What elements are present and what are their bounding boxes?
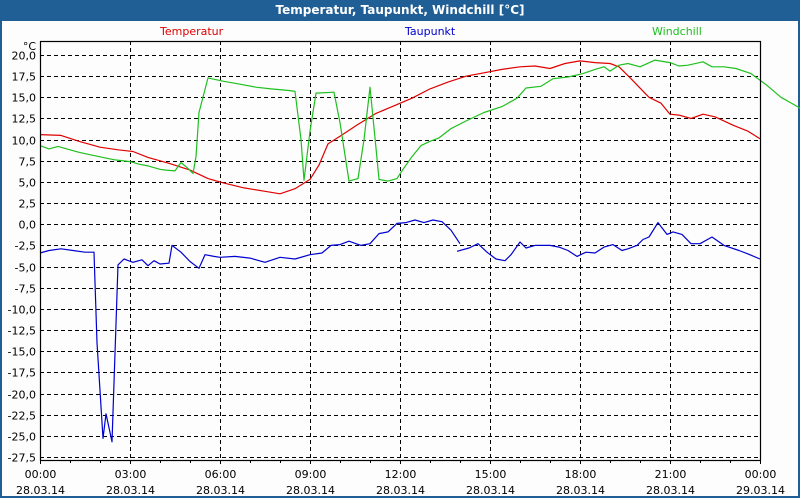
x-tick-date: 28.03.14	[466, 484, 515, 497]
legend-item-temperatur: Temperatur	[160, 25, 224, 38]
x-tick-date: 28.03.14	[196, 484, 245, 497]
y-tick-label: 15,0	[12, 92, 37, 105]
y-tick-label: 5,0	[19, 177, 37, 190]
y-tick-label: -25,0	[8, 431, 36, 444]
y-tick-label: -17,5	[8, 367, 36, 380]
x-tick-date: 28.03.14	[286, 484, 335, 497]
plot-frame	[39, 40, 762, 462]
x-tick-time: 03:00	[115, 468, 147, 481]
y-tick-label: 12,5	[12, 113, 37, 126]
series-temperatur	[39, 60, 761, 195]
x-tick-time: 00:00	[25, 468, 57, 481]
y-tick-label: -10,0	[8, 304, 36, 317]
legend-item-taupunkt: Taupunkt	[405, 25, 456, 38]
x-tick-time: 00:00	[745, 468, 777, 481]
x-tick-time: 21:00	[655, 468, 687, 481]
x-tick-date: 28.03.14	[646, 484, 695, 497]
y-tick-label: 10,0	[12, 135, 37, 148]
y-axis-unit: °C	[23, 40, 37, 53]
y-tick-label: -7,5	[15, 283, 36, 296]
x-tick-time: 06:00	[205, 468, 237, 481]
legend-item-windchill: Windchill	[652, 25, 702, 38]
y-tick-label: -27,5	[8, 452, 36, 465]
series-taupunkt	[39, 219, 461, 443]
x-tick-time: 18:00	[565, 468, 597, 481]
x-tick-time: 09:00	[295, 468, 327, 481]
y-tick-label: 0,0	[19, 219, 37, 232]
x-tick-date: 28.03.14	[556, 484, 605, 497]
x-tick-date: 28.03.14	[16, 484, 65, 497]
x-tick-time: 12:00	[385, 468, 417, 481]
y-tick-label: 20,0	[12, 50, 37, 63]
y-tick-label: 7,5	[19, 156, 37, 169]
y-tick-label: -2,5	[15, 240, 36, 253]
x-tick-date: 28.03.14	[106, 484, 155, 497]
y-tick-label: -12,5	[8, 325, 36, 338]
series-taupunkt	[456, 222, 761, 262]
y-tick-label: 17,5	[12, 71, 37, 84]
x-tick-date: 29.03.14	[736, 484, 785, 497]
y-tick-label: 2,5	[19, 198, 37, 211]
x-tick-date: 28.03.14	[376, 484, 425, 497]
plot-area	[40, 41, 760, 460]
y-tick-label: -5,0	[15, 262, 36, 275]
y-tick-label: -20,0	[8, 389, 36, 402]
x-tick-time: 15:00	[475, 468, 507, 481]
series-windchill	[39, 59, 800, 182]
y-tick-label: -15,0	[8, 346, 36, 359]
y-tick-label: -22,5	[8, 410, 36, 423]
window-title: Temperatur, Taupunkt, Windchill [°C]	[0, 0, 800, 21]
